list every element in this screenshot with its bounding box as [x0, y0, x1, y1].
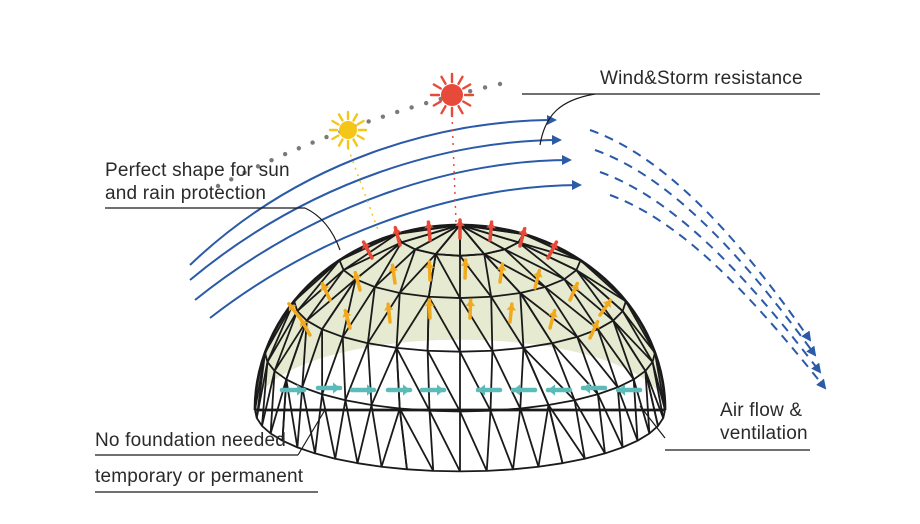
label-sun: Perfect shape for sun and rain protectio… — [105, 160, 290, 206]
dome-struts — [255, 225, 665, 471]
sun-path-dot — [381, 114, 385, 118]
label-airflow-line2: ventilation — [720, 423, 808, 444]
sun-path-dot — [483, 85, 487, 89]
sun-path-dot — [424, 101, 428, 105]
label-foundation-line2: temporary or permanent — [95, 466, 303, 489]
label-airflow: Air flow & ventilation — [720, 400, 808, 446]
callout-line — [540, 94, 595, 145]
sun-path-dot — [283, 152, 287, 156]
sun-path-dot — [366, 119, 370, 123]
label-sun-line2: and rain protection — [105, 183, 266, 204]
sun-path-dot — [409, 105, 413, 109]
sun-icon-yellow — [330, 112, 366, 148]
label-wind-text: Wind&Storm resistance — [600, 68, 803, 89]
sun-path-dot — [310, 140, 314, 144]
label-wind: Wind&Storm resistance — [600, 68, 803, 91]
label-foundation-line1: No foundation needed — [95, 430, 286, 453]
sun-path-dot — [395, 110, 399, 114]
label-foundation-2: temporary or permanent — [95, 466, 303, 489]
sun-path-dot — [297, 146, 301, 150]
label-sun-line1: Perfect shape for sun — [105, 160, 290, 181]
sun-icon-red — [431, 74, 473, 116]
sun-path-dot — [324, 135, 328, 139]
diagram-root: Wind&Storm resistance Perfect shape for … — [0, 0, 920, 524]
label-airflow-line1: Air flow & — [720, 400, 802, 421]
callout-line — [298, 410, 325, 455]
sun-path-dot — [498, 82, 502, 86]
label-foundation: No foundation needed — [95, 430, 286, 453]
sun-path-dot — [468, 89, 472, 93]
